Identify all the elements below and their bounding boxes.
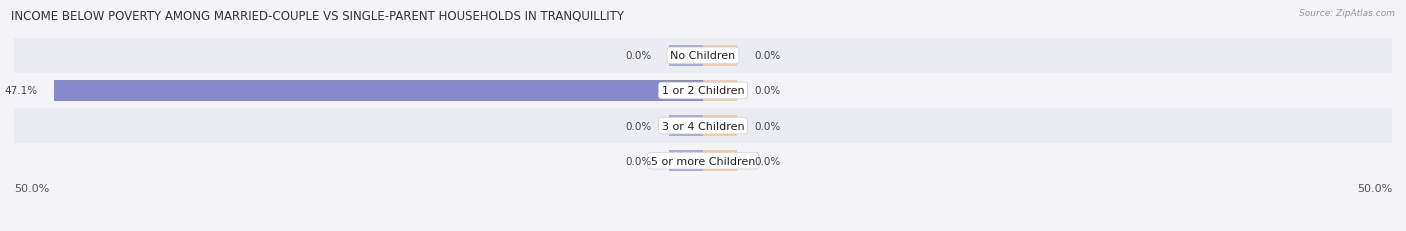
Bar [703, 46, 738, 67]
Text: 0.0%: 0.0% [754, 121, 780, 131]
Bar [53, 81, 703, 102]
Text: 3 or 4 Children: 3 or 4 Children [662, 121, 744, 131]
Text: 0.0%: 0.0% [626, 51, 652, 61]
Bar [703, 150, 738, 171]
Bar [14, 74, 1392, 109]
Bar [703, 116, 738, 137]
Bar [703, 81, 738, 102]
Bar [14, 39, 1392, 74]
Text: 0.0%: 0.0% [754, 156, 780, 166]
Bar [14, 143, 1392, 178]
Text: No Children: No Children [671, 51, 735, 61]
Bar [669, 46, 703, 67]
Text: 47.1%: 47.1% [4, 86, 38, 96]
Text: 0.0%: 0.0% [626, 121, 652, 131]
Bar [14, 109, 1392, 143]
Text: INCOME BELOW POVERTY AMONG MARRIED-COUPLE VS SINGLE-PARENT HOUSEHOLDS IN TRANQUI: INCOME BELOW POVERTY AMONG MARRIED-COUPL… [11, 9, 624, 22]
Text: 5 or more Children: 5 or more Children [651, 156, 755, 166]
Text: 0.0%: 0.0% [754, 51, 780, 61]
Text: 50.0%: 50.0% [14, 184, 49, 194]
Text: 0.0%: 0.0% [754, 86, 780, 96]
Bar [669, 116, 703, 137]
Bar [669, 150, 703, 171]
Text: 1 or 2 Children: 1 or 2 Children [662, 86, 744, 96]
Text: Source: ZipAtlas.com: Source: ZipAtlas.com [1299, 9, 1395, 18]
Text: 50.0%: 50.0% [1357, 184, 1392, 194]
Text: 0.0%: 0.0% [626, 156, 652, 166]
